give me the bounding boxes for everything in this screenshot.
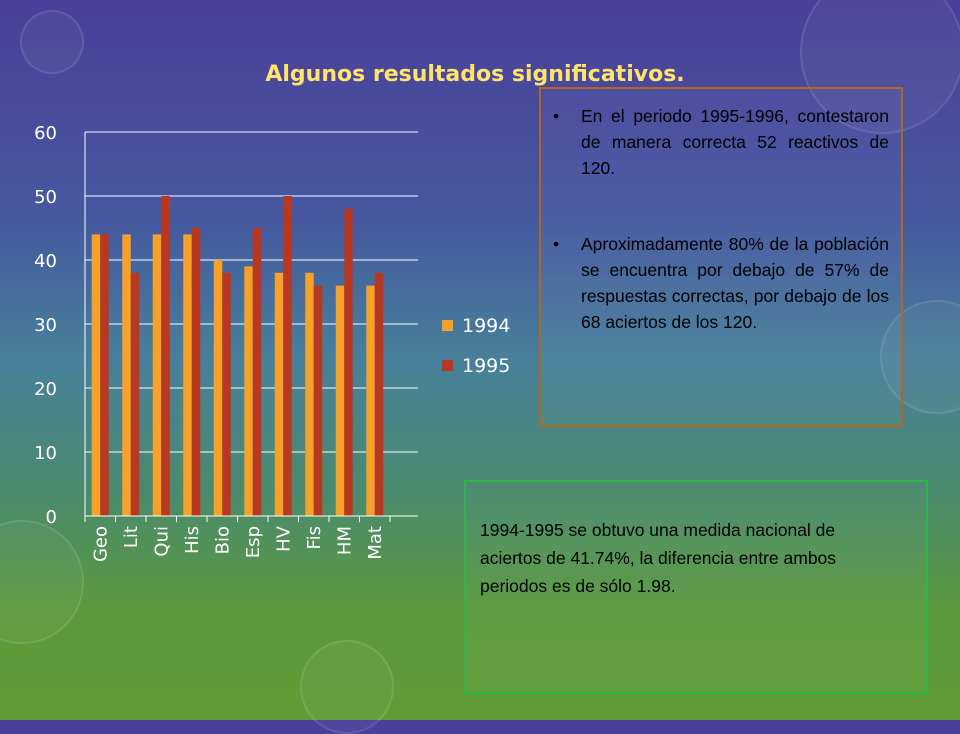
bokeh-circle (300, 640, 394, 734)
bar-1995-hv (283, 196, 292, 516)
x-tick-label: Lit (121, 526, 142, 548)
y-tick-label: 10 (34, 443, 57, 464)
bar-chart: 0 10 20 30 40 50 60 Geo Lit Qui His Bio Esp HV Fis HM Ma… (34, 123, 510, 562)
y-tick-label: 40 (34, 251, 57, 272)
x-tick-label: Esp (243, 526, 264, 558)
bar-1995-geo (100, 234, 109, 516)
bar-1994-hm (335, 285, 345, 516)
note-list: En el periodo 1995-1996, contestaron de … (541, 89, 901, 335)
y-tick-label: 0 (46, 507, 57, 528)
bar-1995-lit (130, 272, 140, 516)
bar-1994-qui (152, 234, 162, 516)
slide-title: Algunos resultados significativos. (265, 62, 685, 87)
bar-1995-hm (344, 208, 353, 517)
bars (91, 196, 384, 517)
y-tick-label: 50 (34, 187, 57, 208)
bar-1994-his (183, 234, 192, 516)
bar-1994-bio (213, 260, 223, 516)
x-tick-label: Bio (212, 526, 233, 554)
summary-text: 1994-1995 se obtuvo una medida nacional … (480, 520, 837, 596)
summary-box: 1994-1995 se obtuvo una medida nacional … (464, 480, 928, 694)
bar-1994-fis (305, 272, 314, 516)
x-tick-label: Qui (151, 526, 172, 557)
legend-label-1994: 1994 (462, 315, 510, 337)
axes: 0 10 20 30 40 50 60 Geo Lit Qui His Bio Esp HV Fis HM Ma… (34, 123, 418, 562)
x-tick-label: Fis (304, 526, 325, 549)
bar-1995-esp (252, 228, 262, 516)
y-tick-label: 30 (34, 315, 57, 336)
y-tick-label: 20 (34, 379, 57, 400)
bar-1995-bio (222, 272, 231, 516)
bar-1994-lit (122, 234, 131, 516)
bar-1994-hv (274, 272, 284, 516)
bar-1995-mat (374, 272, 384, 516)
x-tick-label: HM (334, 526, 355, 555)
y-tick-label: 60 (34, 123, 57, 144)
legend-swatch-1995 (442, 360, 453, 371)
note-item: Aproximadamente 80% de la población se e… (553, 231, 889, 335)
x-tick-label: His (182, 526, 203, 554)
bar-1995-fis (313, 285, 323, 516)
x-tick-label: Mat (365, 526, 386, 560)
bar-1995-his (191, 228, 201, 516)
note-item: En el periodo 1995-1996, contestaron de … (553, 103, 889, 181)
bar-1994-geo (91, 234, 101, 516)
legend-label-1995: 1995 (462, 355, 510, 377)
x-tick-label: HV (273, 525, 294, 552)
bar-1994-esp (244, 266, 253, 516)
legend: 1994 1995 (442, 315, 510, 377)
note-box: En el periodo 1995-1996, contestaron de … (539, 87, 903, 427)
bar-1995-qui (161, 196, 170, 516)
legend-swatch-1994 (442, 320, 453, 331)
bokeh-circle (20, 10, 84, 74)
x-tick-label: Geo (90, 526, 111, 562)
bar-1994-mat (366, 285, 375, 516)
